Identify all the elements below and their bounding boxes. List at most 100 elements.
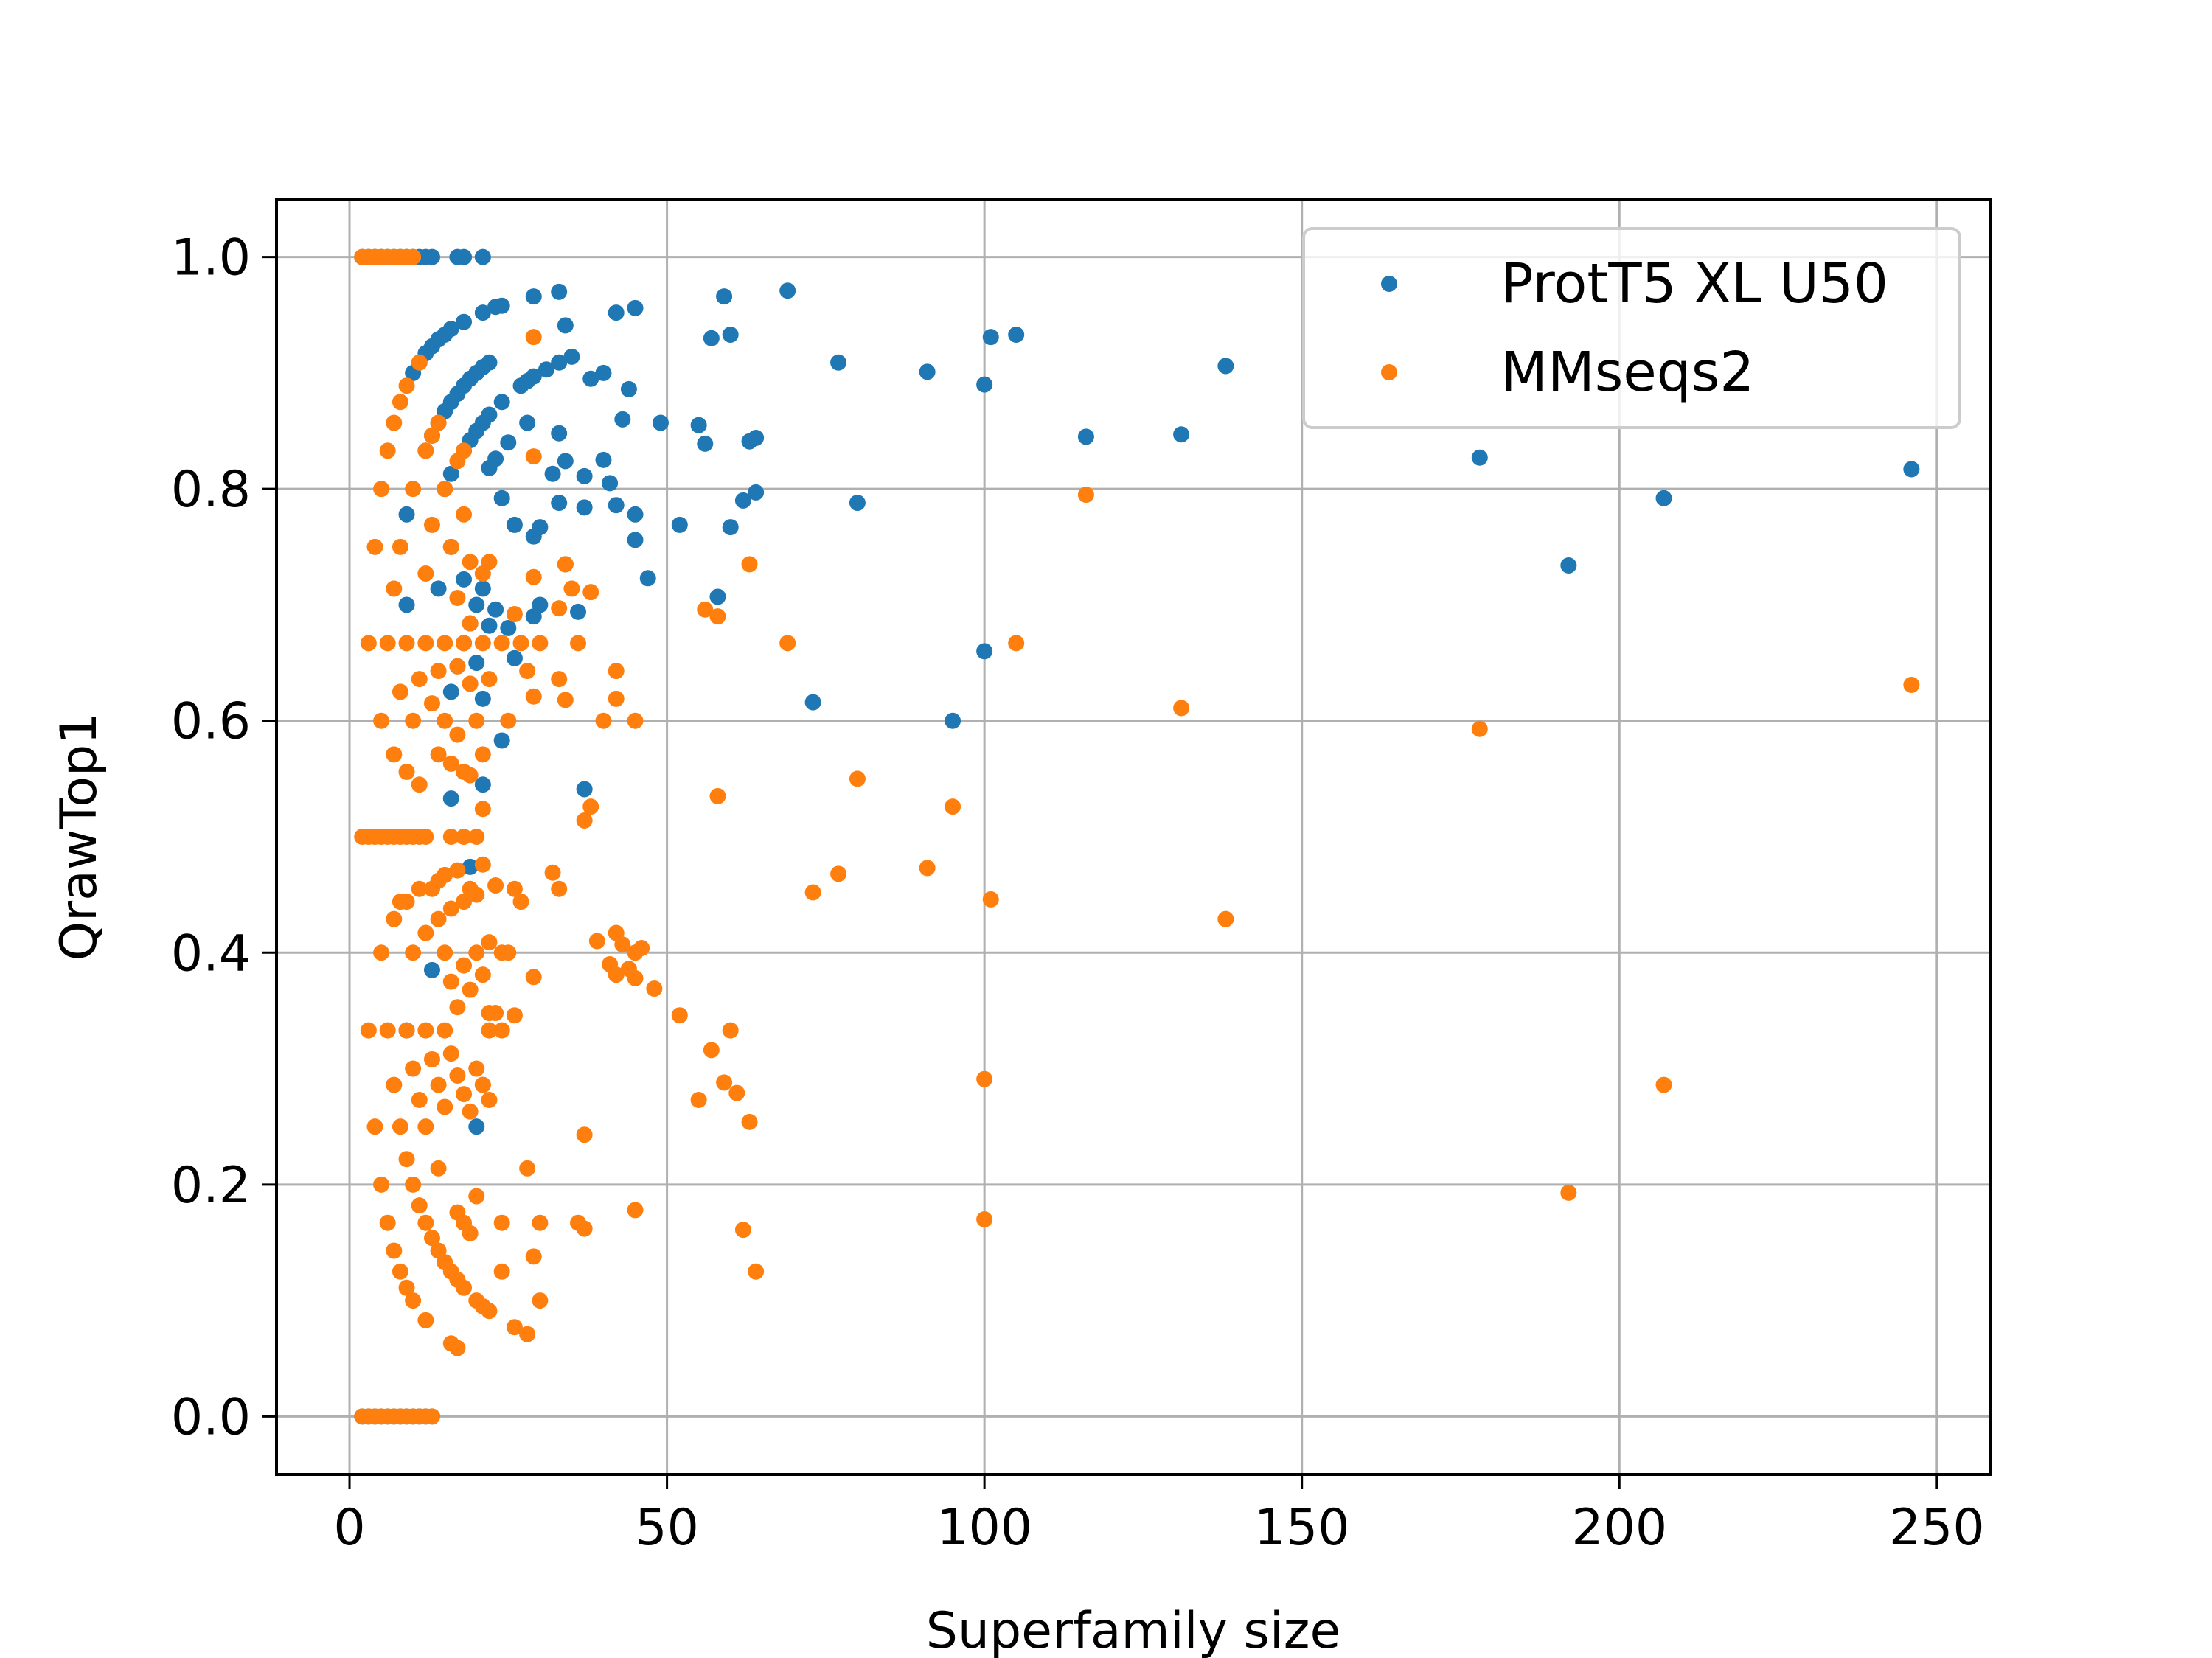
data-point bbox=[551, 880, 568, 897]
data-point bbox=[1008, 327, 1025, 344]
data-point bbox=[1903, 461, 1920, 478]
data-point bbox=[423, 516, 440, 533]
data-point bbox=[525, 368, 542, 385]
data-point bbox=[474, 690, 491, 707]
data-point bbox=[525, 288, 542, 305]
data-point bbox=[392, 1263, 408, 1280]
data-point bbox=[449, 726, 466, 743]
data-point bbox=[456, 635, 473, 652]
data-point bbox=[493, 635, 510, 652]
data-point bbox=[512, 635, 529, 652]
data-point bbox=[366, 1118, 383, 1135]
data-point bbox=[481, 1303, 498, 1320]
data-point bbox=[804, 694, 821, 711]
data-point bbox=[430, 414, 447, 431]
data-point bbox=[627, 969, 644, 986]
data-point bbox=[456, 894, 473, 910]
data-point bbox=[398, 596, 415, 613]
y-tick-label: 0.6 bbox=[171, 693, 251, 751]
data-point bbox=[582, 584, 599, 601]
data-point bbox=[386, 746, 403, 763]
data-point bbox=[456, 248, 473, 265]
data-point bbox=[481, 406, 498, 423]
data-point bbox=[551, 283, 568, 300]
data-point bbox=[487, 601, 504, 618]
data-point bbox=[532, 635, 549, 652]
data-point bbox=[474, 635, 491, 652]
data-point bbox=[595, 364, 612, 381]
data-point bbox=[538, 361, 554, 378]
data-point bbox=[405, 1060, 422, 1077]
data-point bbox=[481, 671, 498, 688]
data-point bbox=[360, 1022, 377, 1039]
data-point bbox=[1217, 910, 1234, 927]
data-point bbox=[411, 354, 428, 371]
x-tick-label: 100 bbox=[936, 1499, 1032, 1557]
data-point bbox=[417, 442, 434, 459]
data-point bbox=[525, 329, 542, 346]
data-point bbox=[417, 924, 434, 941]
data-point bbox=[442, 321, 459, 338]
data-point bbox=[525, 969, 542, 986]
data-point bbox=[830, 865, 847, 882]
data-point bbox=[386, 580, 403, 597]
data-point bbox=[442, 683, 459, 700]
data-point bbox=[468, 829, 485, 845]
data-point bbox=[722, 519, 739, 536]
data-point bbox=[748, 429, 765, 446]
data-point bbox=[709, 787, 726, 804]
data-point bbox=[500, 712, 517, 729]
data-point bbox=[481, 1022, 498, 1039]
data-point bbox=[442, 465, 459, 482]
data-point bbox=[417, 1118, 434, 1135]
data-point bbox=[1077, 428, 1094, 445]
plot-frame bbox=[275, 198, 1992, 1476]
data-point bbox=[405, 712, 422, 729]
data-point bbox=[716, 288, 733, 305]
data-point bbox=[386, 910, 403, 927]
data-point bbox=[487, 1005, 504, 1022]
data-point bbox=[398, 1022, 415, 1039]
data-point bbox=[474, 304, 491, 321]
legend-marker-prott5 bbox=[1381, 276, 1397, 292]
data-point bbox=[532, 1214, 549, 1231]
data-point bbox=[506, 880, 523, 897]
data-point bbox=[437, 1098, 453, 1115]
data-point bbox=[493, 1263, 510, 1280]
data-point bbox=[519, 1326, 536, 1342]
data-point bbox=[386, 1076, 403, 1093]
data-point bbox=[493, 1022, 510, 1039]
data-point bbox=[500, 434, 517, 451]
data-point bbox=[392, 894, 408, 910]
data-point bbox=[1077, 487, 1094, 504]
data-point bbox=[474, 248, 491, 265]
data-point bbox=[493, 297, 510, 314]
data-point bbox=[633, 939, 650, 956]
data-point bbox=[373, 944, 390, 961]
data-point bbox=[442, 1045, 459, 1062]
data-point bbox=[576, 812, 593, 829]
data-point bbox=[602, 475, 619, 492]
data-point bbox=[703, 1042, 720, 1059]
data-point bbox=[608, 966, 625, 983]
data-point bbox=[728, 1084, 745, 1101]
data-point bbox=[462, 1225, 479, 1241]
data-point bbox=[557, 692, 574, 708]
data-point bbox=[830, 354, 847, 371]
data-point bbox=[474, 746, 491, 763]
data-point bbox=[373, 481, 390, 498]
data-point bbox=[423, 1408, 440, 1425]
data-point bbox=[1560, 1184, 1577, 1201]
data-point bbox=[627, 1202, 644, 1219]
data-point bbox=[417, 635, 434, 652]
data-point bbox=[417, 1214, 434, 1231]
data-point bbox=[379, 1214, 396, 1231]
data-point bbox=[373, 712, 390, 729]
data-point bbox=[462, 675, 479, 692]
data-point bbox=[456, 506, 473, 523]
data-point bbox=[544, 465, 561, 482]
data-point bbox=[487, 877, 504, 894]
data-point bbox=[1008, 635, 1025, 652]
data-point bbox=[430, 1160, 447, 1177]
data-point bbox=[392, 1118, 408, 1135]
